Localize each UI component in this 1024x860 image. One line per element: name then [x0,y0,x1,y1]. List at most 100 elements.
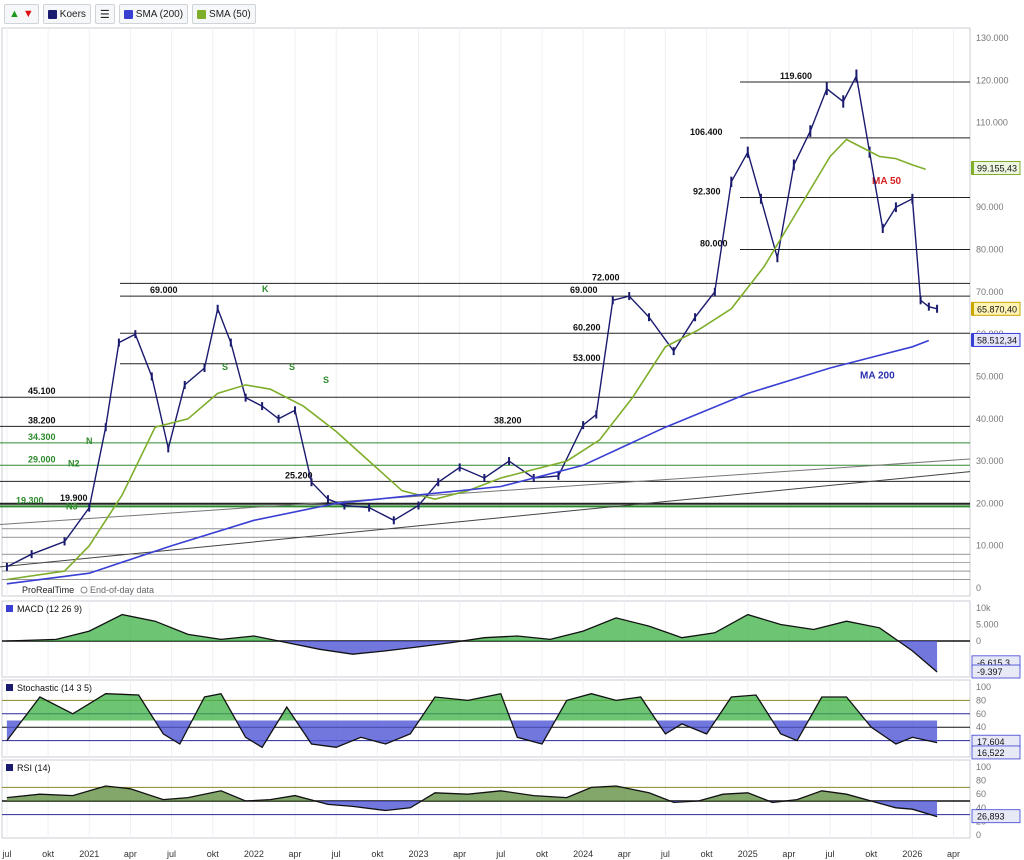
y-tick-label: 80 [976,776,986,786]
x-tick-label: apr [453,849,466,859]
x-tick-label: jul [1,849,11,859]
y-tick-label: 40 [976,803,986,813]
last-value-box [971,745,1021,760]
level-label: 19.900 [60,493,88,503]
chart-annotation: S [222,362,228,372]
sma200-swatch-icon [123,9,133,19]
indicator-swatch-icon [6,605,13,612]
level-label: 29.000 [28,454,56,464]
chart-annotation: MA 200 [860,371,895,382]
series-toggle[interactable]: Koers [42,4,91,24]
x-tick-label: okt [42,849,55,859]
series-label: Koers [59,8,86,20]
x-tick-label: jul [166,849,176,859]
sma50-swatch-icon [197,9,207,19]
list-icon: ☰ [99,8,110,21]
last-value-label: -6.615,3 [977,658,1010,668]
level-label: 38.200 [28,415,56,425]
y-tick-label: 40 [976,722,986,732]
y-tick-label: 100 [976,762,991,772]
level-label: 53.000 [573,353,601,363]
x-tick-label: jul [660,849,670,859]
clock-icon [80,586,88,594]
sma200-label: SMA (200) [135,8,184,20]
level-label: 106.400 [690,127,723,137]
y-tick-label: 80.000 [976,245,1004,255]
x-tick-label: 2023 [408,849,428,859]
x-tick-label: apr [124,849,137,859]
arrow-buttons[interactable]: ▲ ▼ [4,4,39,24]
y-tick-label: 120.000 [976,75,1009,85]
x-tick-label: okt [701,849,714,859]
y-tick-label: 80 [976,695,986,705]
arrow-down-icon[interactable]: ▼ [22,8,34,20]
x-tick-label: apr [618,849,631,859]
last-value-marker [971,161,974,175]
chart-annotation: 69.000 [150,285,178,295]
y-tick-label: 10.000 [976,541,1004,551]
last-value-label: 99.155,43 [977,163,1017,173]
chart-toolbar: ▲ ▼ Koers ☰ SMA (200) SMA (50) [0,0,1024,28]
y-tick-label: 90.000 [976,202,1004,212]
x-tick-label: okt [371,849,384,859]
level-label: 72.000 [592,272,620,282]
indicator-swatch-icon [6,764,13,771]
chart-annotation: N [86,436,93,446]
level-label: 19.300 [16,495,44,505]
y-tick-label: 110.000 [976,118,1008,128]
level-label: 119.600 [780,71,812,81]
chart-annotation: K [262,284,269,294]
arrow-up-icon[interactable]: ▲ [9,8,20,20]
indicator-line [6,785,938,818]
y-tick-label: 0 [976,583,981,593]
indicator-swatch-icon [6,684,13,691]
pane-0-frame [1,27,971,597]
y-tick-label: 130.000 [976,33,1009,43]
x-tick-label: apr [782,849,795,859]
last-value-label: -9.397 [977,667,1003,677]
y-tick-label: 70.000 [976,287,1004,297]
indicator-line [6,692,938,749]
indicator-title: Stochastic (14 3 5) [17,683,92,693]
indicator-area-positive [6,786,938,801]
list-button[interactable]: ☰ [94,4,115,24]
level-label: 80.000 [700,239,728,249]
chart-annotation: S [289,362,295,372]
eod-label: End-of-day data [90,585,154,595]
y-tick-label: 5.000 [976,620,999,630]
y-tick-label: 50.000 [976,371,1004,381]
level-label: 69.000 [570,285,598,295]
chart-annotation: 38.200 [494,415,522,425]
y-tick-label: 100 [976,682,991,692]
last-value-box [971,809,1021,824]
x-tick-label: 2022 [244,849,264,859]
chart-annotation: N3 [66,501,78,511]
last-value-label: 16,522 [977,748,1005,758]
series-swatch-icon [47,9,57,19]
chart-annotation: N2 [68,458,80,468]
x-tick-label: okt [207,849,220,859]
x-tick-label: okt [536,849,549,859]
x-tick-label: apr [289,849,302,859]
trend-line [0,458,971,526]
y-tick-label: 60 [976,789,986,799]
last-value-marker [971,302,974,316]
x-tick-label: 2025 [738,849,758,859]
x-tick-label: apr [947,849,960,859]
sma50-label: SMA (50) [209,8,251,20]
indicator-area-negative [6,720,938,748]
y-tick-label: 0 [976,830,981,840]
x-tick-label: okt [865,849,878,859]
sma200-toggle[interactable]: SMA (200) [118,4,189,24]
sma50-toggle[interactable]: SMA (50) [192,4,256,24]
last-value-label: 17,604 [977,737,1005,747]
source-label: ProRealTime [22,585,74,595]
last-value-marker [971,333,974,347]
last-value-label: 26,893 [977,812,1005,822]
y-tick-label: 60 [976,709,986,719]
x-tick-label: 2026 [902,849,922,859]
level-label: 92.300 [693,187,721,197]
series-line-1 [6,138,926,581]
last-value-label: 58.512,34 [977,335,1017,345]
